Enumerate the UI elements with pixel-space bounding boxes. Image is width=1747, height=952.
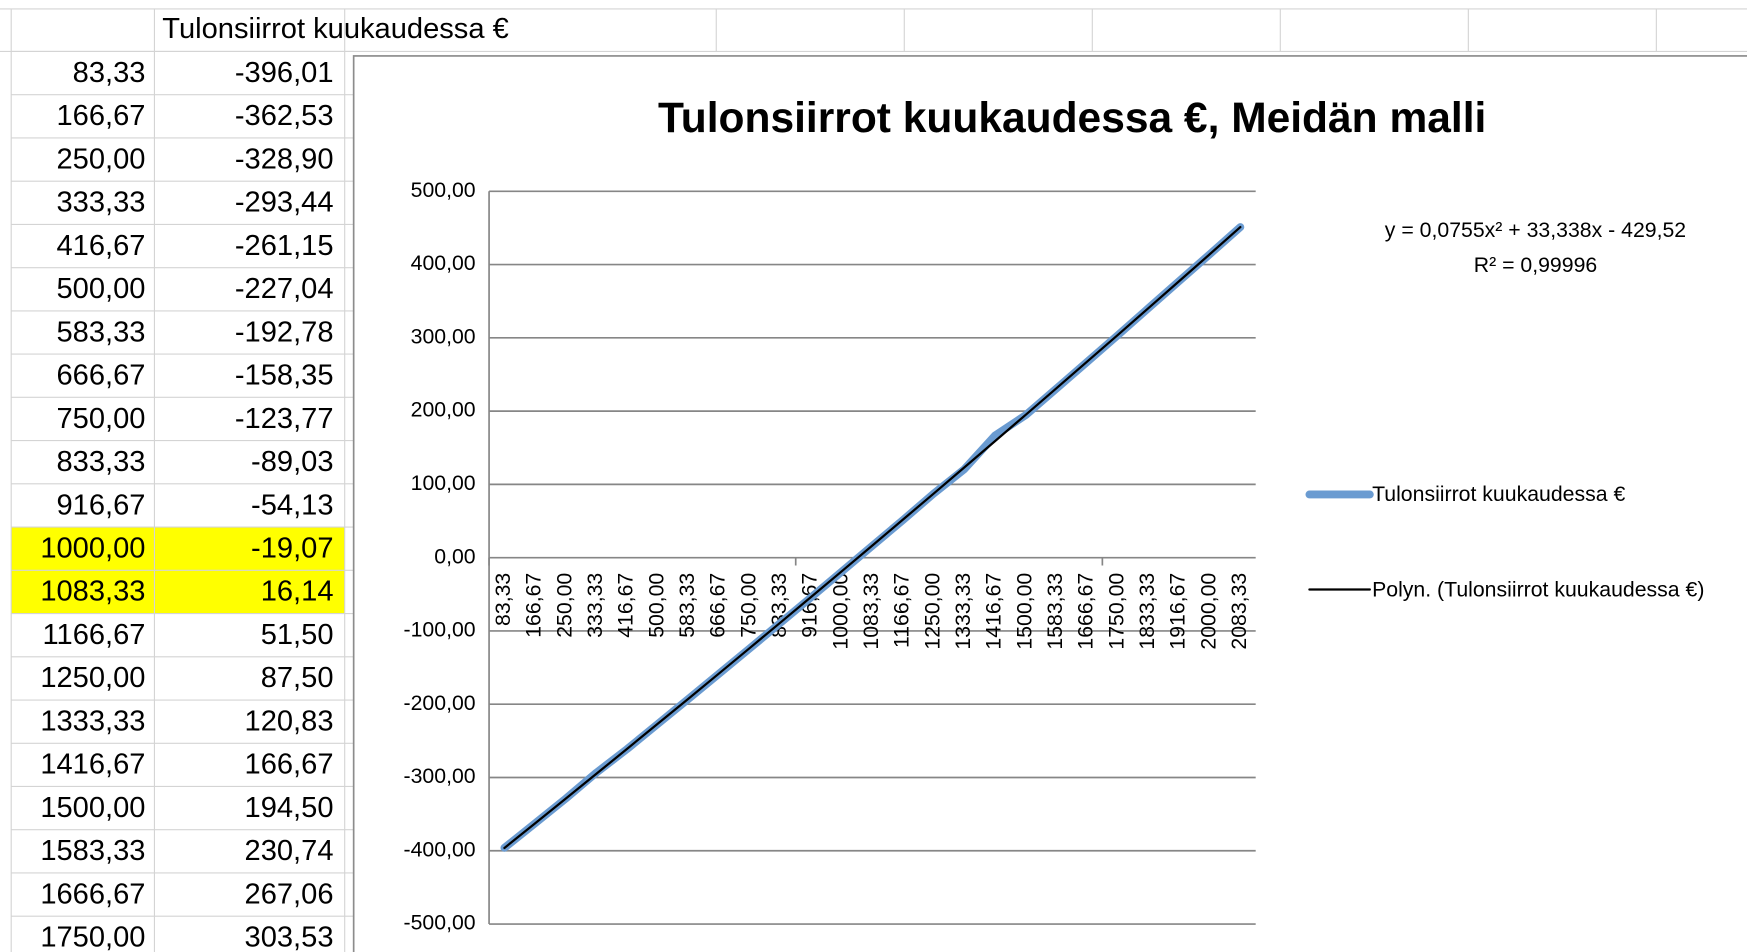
x-tick-label: 1000,00 — [828, 573, 852, 650]
equation: y = 0,0755x² + 33,338x - 429,52 — [1385, 218, 1686, 242]
x-tick-label: 1500,00 — [1012, 573, 1036, 650]
y-tick-label: 0,00 — [434, 544, 475, 568]
cell: 120,83 — [245, 705, 334, 737]
cell: 1416,67 — [40, 749, 145, 781]
chart-panel — [352, 55, 1747, 952]
cell: -123,77 — [235, 403, 334, 435]
y-tick-label: -100,00 — [404, 618, 476, 642]
y-tick-label: 500,00 — [411, 178, 476, 202]
cell: 194,50 — [245, 792, 334, 824]
cell: 303,53 — [245, 922, 334, 952]
highlight-cell — [11, 570, 345, 614]
cell: 500,00 — [57, 273, 146, 305]
cell: 1583,33 — [40, 835, 145, 867]
cell: 833,33 — [57, 446, 146, 478]
y-tick-label: 100,00 — [411, 471, 476, 495]
legend-label: Polyn. (Tulonsiirrot kuukaudessa €) — [1372, 577, 1704, 601]
x-tick-label: 1166,67 — [890, 573, 914, 648]
y-tick-label: -300,00 — [404, 764, 476, 788]
y-tick-label: 300,00 — [411, 324, 476, 348]
cell: 166,67 — [57, 100, 146, 132]
cell: 1166,67 — [43, 619, 146, 651]
highlight-cell — [11, 527, 345, 571]
x-tick-label: 1750,00 — [1104, 573, 1128, 650]
cell: 333,33 — [57, 187, 146, 219]
cell: -54,13 — [251, 489, 333, 521]
cell: 1333,33 — [40, 705, 145, 737]
y-tick-label: 400,00 — [411, 251, 476, 275]
y-tick-label: 200,00 — [411, 398, 476, 422]
x-tick-label: 1083,33 — [859, 573, 883, 650]
x-tick-label: 583,33 — [675, 573, 699, 638]
x-tick-label: 2083,33 — [1227, 573, 1251, 650]
cell: -362,53 — [235, 100, 334, 132]
cell: -158,35 — [235, 360, 334, 392]
trend-line — [503, 225, 1242, 850]
cell: 916,67 — [57, 489, 146, 521]
cell: -261,15 — [235, 230, 334, 262]
y-tick-label: -400,00 — [404, 837, 476, 861]
x-tick-label: 500,00 — [644, 573, 668, 638]
cell: 83,33 — [73, 57, 146, 89]
cell: -19,07 — [251, 532, 333, 564]
cell: -396,01 — [235, 57, 334, 89]
x-tick-label: 1916,67 — [1166, 573, 1190, 650]
x-tick-label: 1833,33 — [1135, 573, 1159, 650]
x-tick-label: 1333,33 — [951, 573, 975, 650]
x-tick-label: 666,67 — [706, 573, 730, 638]
x-tick-label: 750,00 — [736, 573, 760, 638]
x-tick-label: 1416,67 — [982, 573, 1006, 650]
x-tick-label: 83,33 — [491, 573, 515, 626]
cell: 230,74 — [245, 835, 334, 867]
cell: 1083,33 — [40, 576, 145, 608]
x-tick-label: 416,67 — [614, 573, 638, 638]
cell: 1750,00 — [40, 922, 145, 952]
x-tick-label: 1583,33 — [1043, 573, 1067, 650]
y-tick-label: -200,00 — [404, 691, 476, 715]
x-tick-label: 333,33 — [583, 573, 607, 638]
cell: -293,44 — [235, 187, 334, 219]
r-squared: R² = 0,99996 — [1474, 253, 1597, 277]
cell: -227,04 — [235, 273, 334, 305]
cell: 416,67 — [57, 230, 146, 262]
cell: 583,33 — [57, 316, 146, 348]
x-tick-label: 1250,00 — [920, 573, 944, 650]
x-tick-label: 166,67 — [522, 573, 546, 638]
cell: 250,00 — [57, 143, 146, 175]
x-tick-label: 250,00 — [552, 573, 576, 638]
cell: 166,67 — [245, 749, 334, 781]
cell: 750,00 — [57, 403, 146, 435]
cell: 1500,00 — [40, 792, 145, 824]
cell: -89,03 — [251, 446, 333, 478]
legend-label: Tulonsiirrot kuukaudessa € — [1372, 482, 1625, 506]
x-tick-label: 1666,67 — [1074, 573, 1098, 650]
cell: 267,06 — [245, 878, 334, 910]
y-tick-label: -500,00 — [404, 911, 476, 935]
header-cell: Tulonsiirrot kuukaudessa € — [162, 13, 509, 45]
cell: 1666,67 — [40, 878, 145, 910]
cell: 51,50 — [261, 619, 334, 651]
x-tick-label: 2000,00 — [1196, 573, 1220, 650]
cell: -192,78 — [235, 316, 334, 348]
chart-title: Tulonsiirrot kuukaudessa €, Meidän malli — [658, 95, 1486, 142]
cell: 1250,00 — [40, 662, 145, 694]
cell: 1000,00 — [40, 532, 145, 564]
cell: 16,14 — [261, 576, 334, 608]
cell: 666,67 — [57, 360, 146, 392]
cell: 87,50 — [261, 662, 334, 694]
cell: -328,90 — [235, 143, 334, 175]
